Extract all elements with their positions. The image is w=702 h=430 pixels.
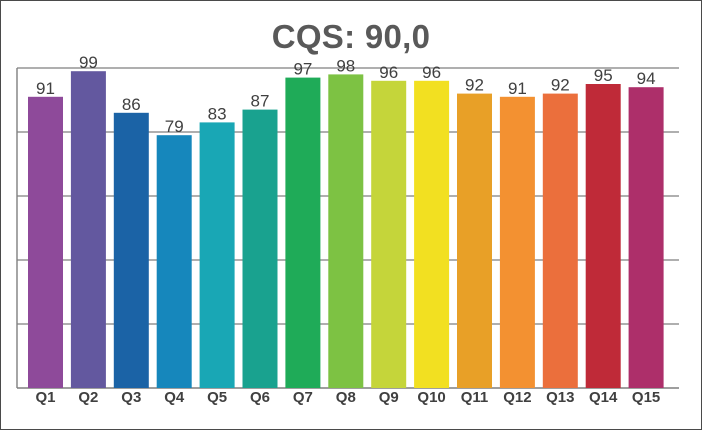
category-label: Q11 — [461, 389, 489, 406]
value-label: 91 — [508, 79, 527, 98]
chart-title: CQS: 90,0 — [271, 18, 431, 55]
category-label: Q14 — [589, 389, 618, 406]
bar-q5 — [199, 122, 235, 389]
bar-q3 — [113, 112, 149, 389]
bar-q2 — [70, 71, 106, 388]
value-label: 96 — [379, 63, 398, 82]
value-label: 96 — [422, 63, 441, 82]
bar-q15 — [628, 87, 664, 388]
category-label: Q15 — [632, 389, 660, 406]
category-label: Q2 — [78, 389, 98, 406]
bar-q10 — [414, 80, 450, 389]
value-label: 91 — [36, 79, 55, 98]
bar-q7 — [285, 77, 321, 388]
value-label: 79 — [165, 117, 184, 136]
category-label: Q3 — [121, 389, 141, 406]
value-label: 83 — [208, 104, 227, 123]
value-label: 95 — [594, 66, 613, 85]
category-label: Q10 — [417, 389, 445, 406]
value-label: 87 — [251, 92, 270, 111]
bar-q11 — [457, 93, 492, 388]
bar-q8 — [328, 74, 364, 389]
category-label: Q4 — [164, 389, 185, 406]
bar-q6 — [242, 109, 278, 388]
category-label: Q13 — [546, 389, 574, 406]
value-label: 92 — [465, 76, 484, 95]
category-label: Q7 — [293, 389, 313, 406]
bar-q14 — [585, 84, 621, 388]
bar-q9 — [371, 80, 407, 389]
category-label: Q8 — [336, 389, 356, 406]
bar-q4 — [156, 135, 192, 388]
value-label: 97 — [293, 60, 312, 79]
bar-q12 — [499, 96, 535, 389]
category-label: Q12 — [503, 389, 531, 406]
bar-q13 — [542, 93, 578, 388]
value-label: 99 — [79, 53, 98, 72]
bar-q1 — [28, 96, 63, 389]
category-label: Q9 — [379, 389, 399, 406]
category-label: Q6 — [250, 389, 270, 406]
value-label: 86 — [122, 95, 141, 114]
value-label: 98 — [336, 56, 355, 75]
category-label: Q5 — [207, 389, 227, 406]
category-label: Q1 — [35, 389, 55, 406]
value-label: 94 — [637, 69, 656, 88]
value-label: 92 — [551, 76, 570, 95]
